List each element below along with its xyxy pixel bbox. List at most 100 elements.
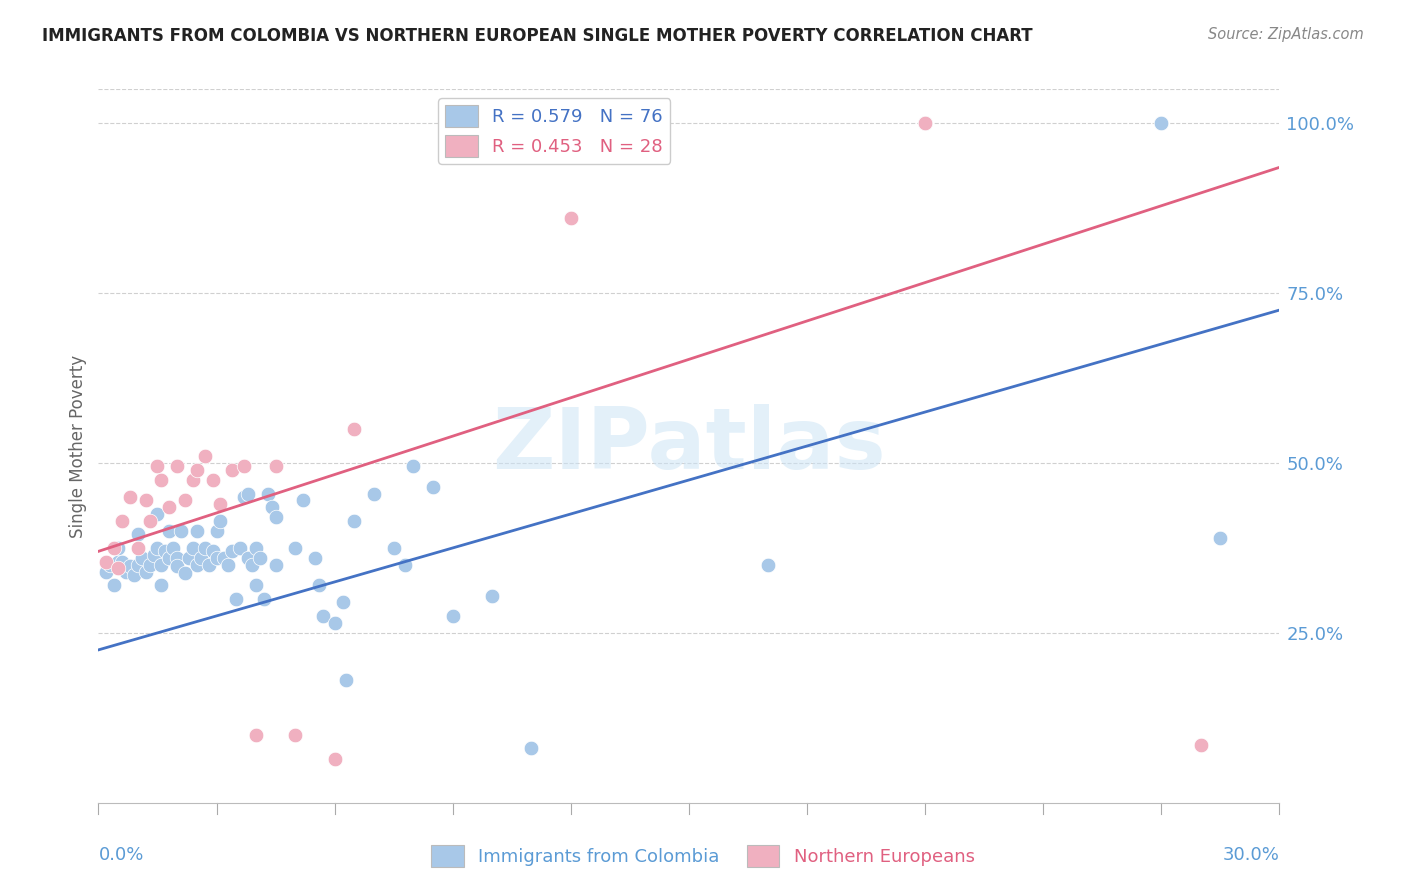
Point: [131, 551, 153, 566]
Point: [181, 473, 204, 487]
Point: [146, 459, 169, 474]
Point: [343, 422, 366, 436]
Point: [96, 565, 118, 579]
Point: [225, 591, 247, 606]
Point: [209, 497, 232, 511]
Point: [264, 459, 287, 474]
Point: [166, 551, 188, 566]
Point: [107, 561, 129, 575]
Point: [197, 558, 219, 572]
Point: [107, 541, 129, 555]
Point: [103, 578, 125, 592]
Point: [155, 544, 177, 558]
Point: [481, 589, 503, 603]
Point: [190, 551, 212, 566]
Point: [118, 559, 141, 574]
Point: [135, 565, 157, 579]
Point: [186, 463, 208, 477]
Point: [520, 741, 543, 756]
Point: [166, 559, 188, 574]
Point: [308, 578, 330, 592]
Point: [264, 510, 287, 524]
Point: [221, 463, 243, 477]
Point: [236, 551, 259, 566]
Point: [205, 551, 228, 566]
Text: ZIPatlas: ZIPatlas: [492, 404, 886, 488]
Legend: R = 0.579   N = 76, R = 0.453   N = 28: R = 0.579 N = 76, R = 0.453 N = 28: [439, 98, 671, 164]
Point: [111, 514, 134, 528]
Point: [312, 608, 335, 623]
Point: [170, 524, 193, 538]
Point: [335, 673, 357, 688]
Point: [343, 514, 366, 528]
Point: [240, 558, 263, 572]
Point: [150, 473, 173, 487]
Point: [245, 728, 267, 742]
Point: [214, 551, 236, 566]
Point: [245, 541, 267, 555]
Point: [115, 565, 138, 579]
Point: [422, 480, 444, 494]
Point: [127, 558, 149, 572]
Legend: Immigrants from Colombia, Northern Europeans: Immigrants from Colombia, Northern Europ…: [425, 838, 981, 874]
Point: [236, 486, 259, 500]
Point: [98, 558, 121, 572]
Point: [323, 615, 346, 630]
Point: [382, 541, 405, 555]
Point: [142, 548, 165, 562]
Point: [209, 514, 232, 528]
Point: [194, 541, 217, 555]
Text: Source: ZipAtlas.com: Source: ZipAtlas.com: [1208, 27, 1364, 42]
Point: [186, 524, 208, 538]
Point: [157, 524, 180, 538]
Point: [264, 558, 287, 572]
Y-axis label: Single Mother Poverty: Single Mother Poverty: [69, 354, 87, 538]
Point: [181, 541, 204, 555]
Point: [441, 608, 464, 623]
Point: [1189, 738, 1212, 752]
Point: [201, 473, 224, 487]
Point: [146, 541, 169, 555]
Point: [135, 493, 157, 508]
Point: [162, 541, 184, 555]
Point: [292, 493, 315, 508]
Point: [150, 578, 173, 592]
Point: [96, 555, 118, 569]
Point: [107, 555, 129, 569]
Text: 0.0%: 0.0%: [98, 846, 143, 863]
Point: [138, 558, 160, 572]
Point: [138, 514, 160, 528]
Point: [157, 500, 180, 515]
Point: [323, 751, 346, 765]
Point: [103, 541, 125, 555]
Point: [174, 566, 197, 580]
Point: [284, 728, 307, 742]
Point: [111, 555, 134, 569]
Point: [127, 527, 149, 541]
Point: [1150, 116, 1173, 130]
Point: [233, 459, 256, 474]
Point: [177, 551, 200, 566]
Text: 30.0%: 30.0%: [1223, 846, 1279, 863]
Point: [186, 558, 208, 572]
Point: [122, 568, 145, 582]
Point: [332, 595, 354, 609]
Point: [260, 500, 283, 515]
Point: [914, 116, 936, 130]
Point: [249, 551, 271, 566]
Text: IMMIGRANTS FROM COLOMBIA VS NORTHERN EUROPEAN SINGLE MOTHER POVERTY CORRELATION : IMMIGRANTS FROM COLOMBIA VS NORTHERN EUR…: [42, 27, 1033, 45]
Point: [233, 490, 256, 504]
Point: [245, 578, 267, 592]
Point: [166, 459, 188, 474]
Point: [221, 544, 243, 558]
Point: [146, 507, 169, 521]
Point: [118, 490, 141, 504]
Point: [157, 551, 180, 566]
Point: [284, 541, 307, 555]
Point: [304, 551, 326, 566]
Point: [229, 541, 252, 555]
Point: [253, 591, 276, 606]
Point: [205, 524, 228, 538]
Point: [1209, 531, 1232, 545]
Point: [914, 116, 936, 130]
